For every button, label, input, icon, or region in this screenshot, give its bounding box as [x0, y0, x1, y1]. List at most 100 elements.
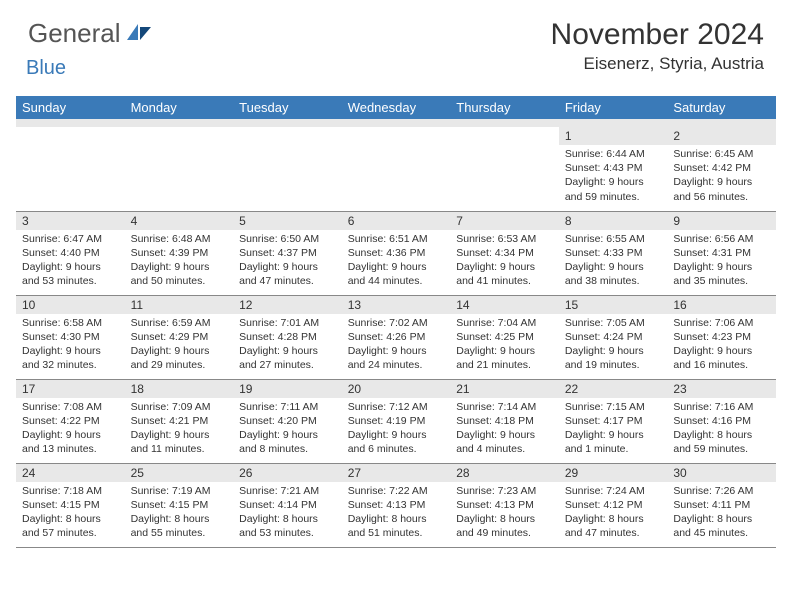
sunset-text: Sunset: 4:20 PM: [239, 414, 336, 428]
sunrise-text: Sunrise: 6:53 AM: [456, 232, 553, 246]
day-number: 16: [667, 296, 776, 314]
sunrise-text: Sunrise: 7:08 AM: [22, 400, 119, 414]
daylight-text: Daylight: 9 hours and 27 minutes.: [239, 344, 336, 372]
day-cell: [233, 127, 342, 211]
sunrise-text: Sunrise: 7:11 AM: [239, 400, 336, 414]
daylight-text: Daylight: 9 hours and 8 minutes.: [239, 428, 336, 456]
sunset-text: Sunset: 4:33 PM: [565, 246, 662, 260]
sunset-text: Sunset: 4:43 PM: [565, 161, 662, 175]
logo-text-general: General: [28, 18, 121, 48]
day-details: Sunrise: 7:16 AMSunset: 4:16 PMDaylight:…: [667, 398, 776, 461]
sunrise-text: Sunrise: 7:22 AM: [348, 484, 445, 498]
day-cell: [450, 127, 559, 211]
location: Eisenerz, Styria, Austria: [551, 54, 764, 74]
daylight-text: Daylight: 9 hours and 16 minutes.: [673, 344, 770, 372]
day-details: Sunrise: 6:56 AMSunset: 4:31 PMDaylight:…: [667, 230, 776, 293]
day-details: Sunrise: 6:58 AMSunset: 4:30 PMDaylight:…: [16, 314, 125, 377]
day-details: Sunrise: 7:19 AMSunset: 4:15 PMDaylight:…: [125, 482, 234, 545]
day-number: 3: [16, 212, 125, 230]
day-details: Sunrise: 7:22 AMSunset: 4:13 PMDaylight:…: [342, 482, 451, 545]
day-details: Sunrise: 7:01 AMSunset: 4:28 PMDaylight:…: [233, 314, 342, 377]
daylight-text: Daylight: 9 hours and 32 minutes.: [22, 344, 119, 372]
day-number: 21: [450, 380, 559, 398]
day-details: Sunrise: 7:06 AMSunset: 4:23 PMDaylight:…: [667, 314, 776, 377]
day-cell: 3Sunrise: 6:47 AMSunset: 4:40 PMDaylight…: [16, 211, 125, 295]
sunrise-text: Sunrise: 7:09 AM: [131, 400, 228, 414]
sunrise-text: Sunrise: 7:15 AM: [565, 400, 662, 414]
daylight-text: Daylight: 9 hours and 56 minutes.: [673, 175, 770, 203]
daylight-text: Daylight: 8 hours and 51 minutes.: [348, 512, 445, 540]
day-number: 11: [125, 296, 234, 314]
day-number: 25: [125, 464, 234, 482]
daylight-text: Daylight: 9 hours and 11 minutes.: [131, 428, 228, 456]
sunrise-text: Sunrise: 6:51 AM: [348, 232, 445, 246]
day-details: Sunrise: 7:02 AMSunset: 4:26 PMDaylight:…: [342, 314, 451, 377]
daylight-text: Daylight: 9 hours and 21 minutes.: [456, 344, 553, 372]
day-cell: 24Sunrise: 7:18 AMSunset: 4:15 PMDayligh…: [16, 463, 125, 547]
calendar-table: SundayMondayTuesdayWednesdayThursdayFrid…: [16, 96, 776, 548]
week-row: 1Sunrise: 6:44 AMSunset: 4:43 PMDaylight…: [16, 127, 776, 211]
day-details: Sunrise: 7:15 AMSunset: 4:17 PMDaylight:…: [559, 398, 668, 461]
day-cell: 6Sunrise: 6:51 AMSunset: 4:36 PMDaylight…: [342, 211, 451, 295]
day-cell: 2Sunrise: 6:45 AMSunset: 4:42 PMDaylight…: [667, 127, 776, 211]
sunset-text: Sunset: 4:14 PM: [239, 498, 336, 512]
day-cell: 5Sunrise: 6:50 AMSunset: 4:37 PMDaylight…: [233, 211, 342, 295]
sunrise-text: Sunrise: 7:21 AM: [239, 484, 336, 498]
day-number: 8: [559, 212, 668, 230]
day-cell: 17Sunrise: 7:08 AMSunset: 4:22 PMDayligh…: [16, 379, 125, 463]
sunrise-text: Sunrise: 7:24 AM: [565, 484, 662, 498]
daylight-text: Daylight: 9 hours and 13 minutes.: [22, 428, 119, 456]
title-block: November 2024 Eisenerz, Styria, Austria: [551, 18, 764, 74]
daylight-text: Daylight: 9 hours and 41 minutes.: [456, 260, 553, 288]
daylight-text: Daylight: 9 hours and 1 minute.: [565, 428, 662, 456]
day-cell: 4Sunrise: 6:48 AMSunset: 4:39 PMDaylight…: [125, 211, 234, 295]
day-cell: 11Sunrise: 6:59 AMSunset: 4:29 PMDayligh…: [125, 295, 234, 379]
day-number: 24: [16, 464, 125, 482]
sunset-text: Sunset: 4:16 PM: [673, 414, 770, 428]
sunrise-text: Sunrise: 6:45 AM: [673, 147, 770, 161]
day-number: 13: [342, 296, 451, 314]
day-details: Sunrise: 6:44 AMSunset: 4:43 PMDaylight:…: [559, 145, 668, 208]
sunrise-text: Sunrise: 6:56 AM: [673, 232, 770, 246]
week-row: 3Sunrise: 6:47 AMSunset: 4:40 PMDaylight…: [16, 211, 776, 295]
day-details: Sunrise: 7:18 AMSunset: 4:15 PMDaylight:…: [16, 482, 125, 545]
day-cell: 29Sunrise: 7:24 AMSunset: 4:12 PMDayligh…: [559, 463, 668, 547]
daylight-text: Daylight: 9 hours and 47 minutes.: [239, 260, 336, 288]
day-number: 6: [342, 212, 451, 230]
day-number: 19: [233, 380, 342, 398]
month-title: November 2024: [551, 18, 764, 52]
sunset-text: Sunset: 4:25 PM: [456, 330, 553, 344]
day-cell: [342, 127, 451, 211]
sunset-text: Sunset: 4:22 PM: [22, 414, 119, 428]
day-cell: 9Sunrise: 6:56 AMSunset: 4:31 PMDaylight…: [667, 211, 776, 295]
day-number: 15: [559, 296, 668, 314]
daylight-text: Daylight: 9 hours and 6 minutes.: [348, 428, 445, 456]
day-number: 30: [667, 464, 776, 482]
day-cell: 18Sunrise: 7:09 AMSunset: 4:21 PMDayligh…: [125, 379, 234, 463]
sunrise-text: Sunrise: 7:06 AM: [673, 316, 770, 330]
day-details: Sunrise: 6:51 AMSunset: 4:36 PMDaylight:…: [342, 230, 451, 293]
day-cell: 30Sunrise: 7:26 AMSunset: 4:11 PMDayligh…: [667, 463, 776, 547]
sunrise-text: Sunrise: 6:50 AM: [239, 232, 336, 246]
logo: General Blue: [28, 18, 153, 80]
sunset-text: Sunset: 4:28 PM: [239, 330, 336, 344]
daylight-text: Daylight: 8 hours and 57 minutes.: [22, 512, 119, 540]
sunrise-text: Sunrise: 6:44 AM: [565, 147, 662, 161]
day-cell: 23Sunrise: 7:16 AMSunset: 4:16 PMDayligh…: [667, 379, 776, 463]
day-details: Sunrise: 6:53 AMSunset: 4:34 PMDaylight:…: [450, 230, 559, 293]
day-cell: 7Sunrise: 6:53 AMSunset: 4:34 PMDaylight…: [450, 211, 559, 295]
day-number: 1: [559, 127, 668, 145]
sunrise-text: Sunrise: 7:19 AM: [131, 484, 228, 498]
day-cell: 16Sunrise: 7:06 AMSunset: 4:23 PMDayligh…: [667, 295, 776, 379]
weekday-header: Wednesday: [342, 96, 451, 119]
sunset-text: Sunset: 4:13 PM: [456, 498, 553, 512]
weekday-header: Tuesday: [233, 96, 342, 119]
sunset-text: Sunset: 4:40 PM: [22, 246, 119, 260]
sunset-text: Sunset: 4:13 PM: [348, 498, 445, 512]
sunset-text: Sunset: 4:31 PM: [673, 246, 770, 260]
sunset-text: Sunset: 4:30 PM: [22, 330, 119, 344]
weekday-header: Friday: [559, 96, 668, 119]
sunrise-text: Sunrise: 6:58 AM: [22, 316, 119, 330]
weekday-header-row: SundayMondayTuesdayWednesdayThursdayFrid…: [16, 96, 776, 119]
sunrise-text: Sunrise: 7:12 AM: [348, 400, 445, 414]
